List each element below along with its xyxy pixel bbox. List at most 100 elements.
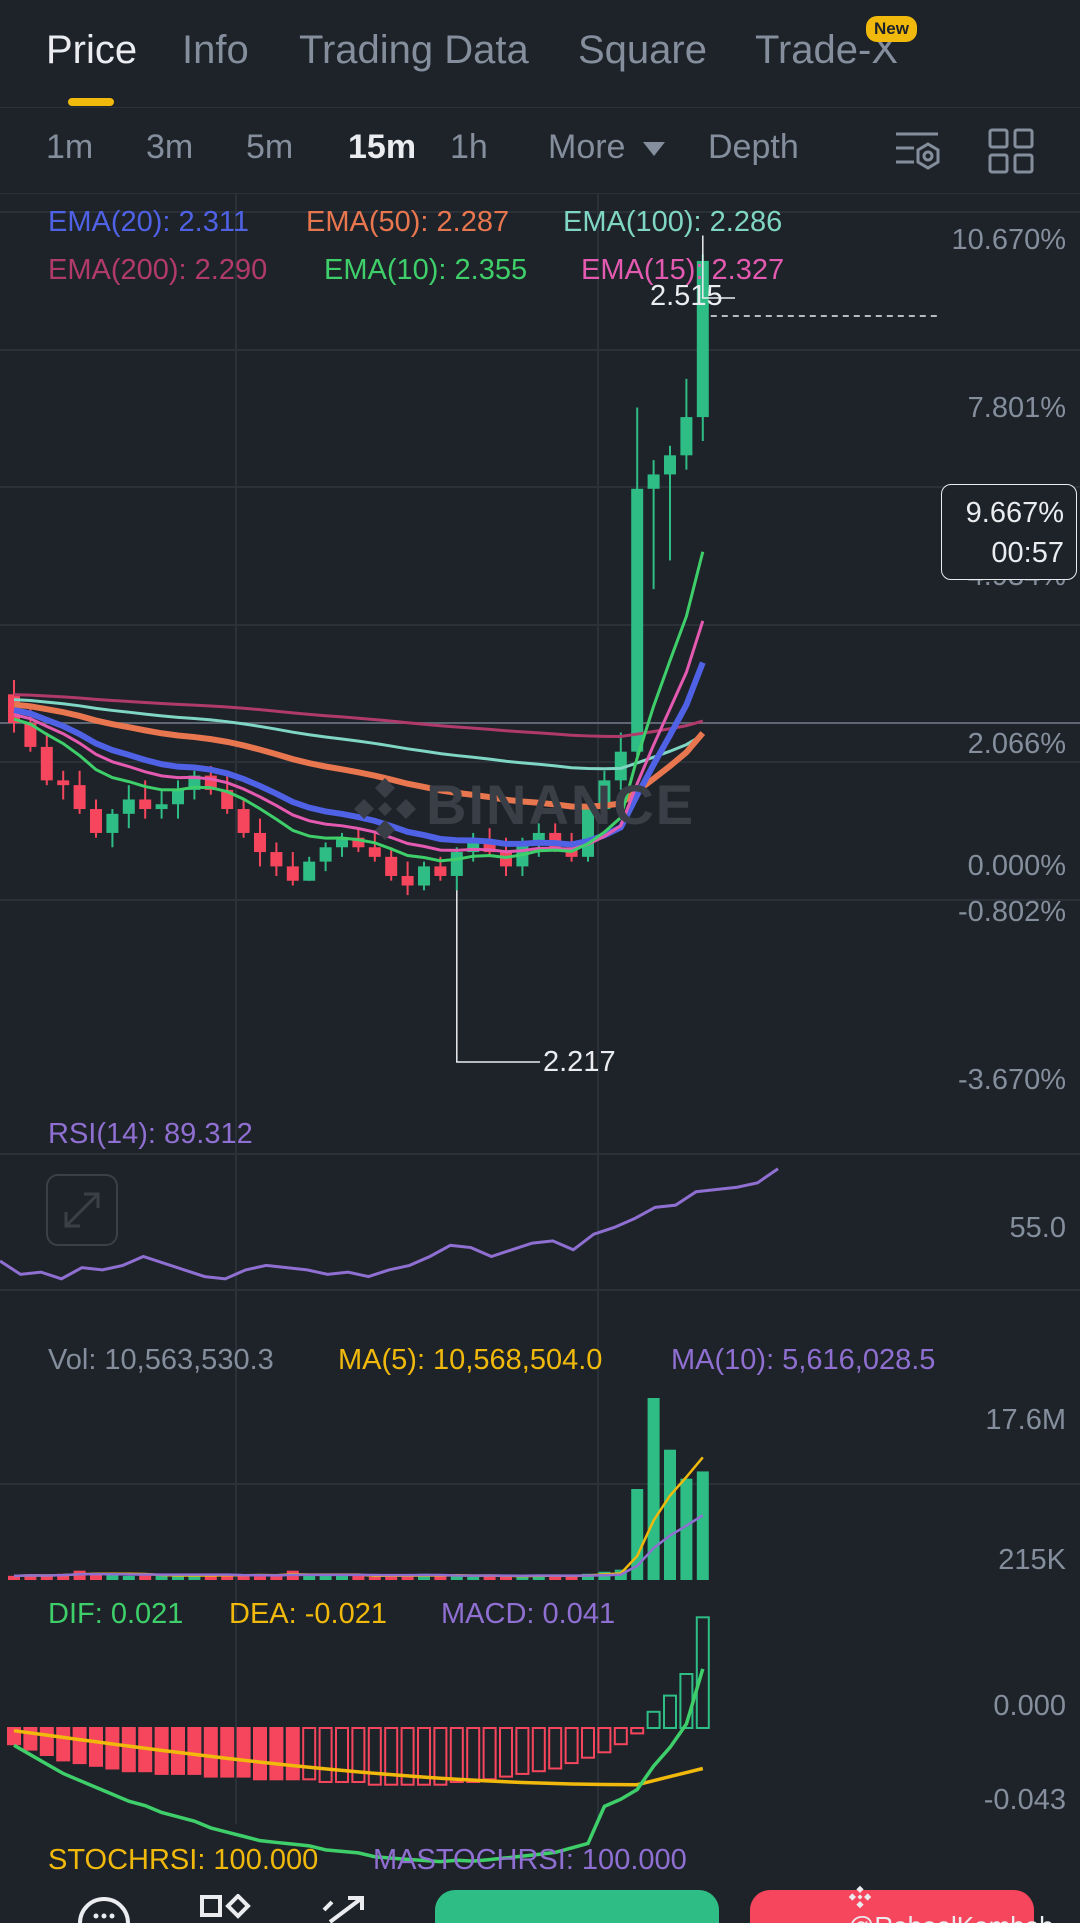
- dea-line: [13, 1728, 704, 1787]
- layout-grid-icon[interactable]: [988, 128, 1034, 174]
- volume-bar: [8, 1575, 20, 1580]
- low-price-label: 2.217: [543, 1046, 616, 1078]
- interval-15m[interactable]: 15m: [348, 128, 417, 166]
- ema20-label: EMA(20): 2.311: [48, 206, 249, 238]
- tab-info[interactable]: Info: [182, 28, 249, 72]
- fullscreen-button[interactable]: [46, 1174, 118, 1246]
- volume-bar: [254, 1574, 266, 1580]
- binance-logo-icon: [354, 778, 416, 841]
- macd-histogram-bar: [417, 1727, 431, 1786]
- ema100-line: [13, 698, 704, 771]
- candle-body: [237, 809, 250, 833]
- ema100-label: EMA(100): 2.286: [563, 206, 783, 238]
- macd-histogram-bar: [302, 1727, 317, 1781]
- tab-trading-data[interactable]: Trading Data: [299, 28, 529, 72]
- binance-logo-icon: [848, 1885, 872, 1909]
- candle-body: [139, 799, 152, 810]
- macd-histogram-bar: [482, 1727, 497, 1781]
- macd-histogram-bar: [613, 1727, 628, 1746]
- ema50-line: [13, 701, 706, 810]
- chart-canvas[interactable]: [0, 194, 1080, 1874]
- low-marker: [456, 890, 540, 1063]
- strategy-icon[interactable]: [200, 1894, 252, 1923]
- volume-bar: [631, 1489, 644, 1580]
- volume-bar: [303, 1575, 316, 1580]
- candle-body: [73, 785, 86, 810]
- volume-bar: [319, 1575, 332, 1580]
- interval-5m[interactable]: 5m: [246, 128, 294, 166]
- share-icon[interactable]: [322, 1894, 374, 1923]
- candle-body: [57, 780, 70, 786]
- interval-1m[interactable]: 1m: [46, 128, 94, 166]
- macd-histogram-bar: [531, 1727, 546, 1773]
- candle-body: [434, 866, 447, 876]
- macd-histogram-bar: [72, 1727, 87, 1765]
- macd-histogram-bar: [695, 1616, 710, 1730]
- volume-bar: [57, 1573, 70, 1580]
- volume-bar: [221, 1573, 234, 1580]
- macd-histogram-bar: [105, 1727, 120, 1770]
- interval-3m[interactable]: 3m: [146, 128, 194, 166]
- current-price-tag: 9.667% 00:57: [941, 484, 1077, 580]
- expand-icon: [64, 1192, 100, 1228]
- interval-1h[interactable]: 1h: [450, 128, 488, 166]
- volume-bar: [336, 1574, 348, 1580]
- macd-histogram-bar: [433, 1727, 448, 1786]
- candle-countdown: 00:57: [991, 537, 1064, 569]
- candle-body: [614, 751, 627, 781]
- volume-bar: [155, 1575, 168, 1580]
- rsi-axis-label: 55.0: [1009, 1212, 1066, 1244]
- volume-bar: [106, 1574, 119, 1580]
- caret-down-icon: [642, 142, 665, 157]
- macd-histogram-bar: [335, 1727, 349, 1783]
- macd-histogram-bar: [564, 1727, 579, 1765]
- depth-tab[interactable]: Depth: [708, 128, 799, 166]
- volume-ma5-label: MA(5): 10,568,504.0: [338, 1344, 603, 1376]
- volume-bar: [204, 1575, 217, 1580]
- volume-ma5-line: [13, 1456, 704, 1578]
- sell-button[interactable]: [750, 1890, 1034, 1923]
- volume-bar: [90, 1573, 102, 1580]
- dif-label: DIF: 0.021: [48, 1598, 184, 1630]
- more-dropdown[interactable]: More: [548, 128, 665, 167]
- volume-bar: [368, 1576, 381, 1580]
- buy-button[interactable]: [435, 1890, 719, 1923]
- candle-body: [270, 852, 283, 867]
- macd-histogram-bar: [581, 1727, 595, 1759]
- tab-price[interactable]: Price: [46, 28, 138, 72]
- price-axis-label: 2.066%: [967, 728, 1066, 760]
- macd-histogram-bar: [236, 1727, 251, 1778]
- price-axis-label: 10.670%: [951, 224, 1067, 256]
- chart-settings-icon[interactable]: [894, 128, 942, 172]
- volume-bar: [172, 1575, 184, 1580]
- candle-body: [401, 875, 414, 886]
- mastochrsi-label: MASTOCHRSI: 100.000: [373, 1844, 687, 1876]
- macd-histogram-bar: [597, 1727, 612, 1754]
- volume-bar: [385, 1574, 398, 1580]
- candle-body: [172, 789, 184, 805]
- volume-bar: [450, 1575, 463, 1580]
- volume-bar: [434, 1575, 447, 1580]
- tab-square[interactable]: Square: [578, 28, 707, 72]
- candle-body: [467, 842, 480, 853]
- candle-body: [647, 474, 660, 489]
- candle-body: [221, 789, 234, 810]
- macd-histogram-bar: [203, 1727, 218, 1778]
- volume-axis-top: 17.6M: [985, 1404, 1066, 1436]
- volume-bar: [40, 1575, 53, 1580]
- volume-bar: [188, 1574, 201, 1580]
- volume-bar: [680, 1478, 693, 1580]
- macd-axis-top: 0.000: [993, 1690, 1066, 1722]
- candle-body: [106, 813, 119, 833]
- more-icon[interactable]: [78, 1894, 130, 1923]
- candle-body: [254, 832, 266, 853]
- macd-histogram-bar: [351, 1727, 366, 1783]
- ema50-label: EMA(50): 2.287: [306, 206, 510, 238]
- ema20-line: [13, 661, 706, 848]
- volume-bar: [500, 1575, 512, 1580]
- ema10-line: [13, 551, 705, 863]
- macd-histogram-bar: [646, 1710, 661, 1730]
- chart-area[interactable]: EMA(20): 2.311 EMA(50): 2.287 EMA(100): …: [0, 194, 1080, 1876]
- macd-histogram-bar: [269, 1727, 284, 1781]
- candle-body: [500, 852, 512, 867]
